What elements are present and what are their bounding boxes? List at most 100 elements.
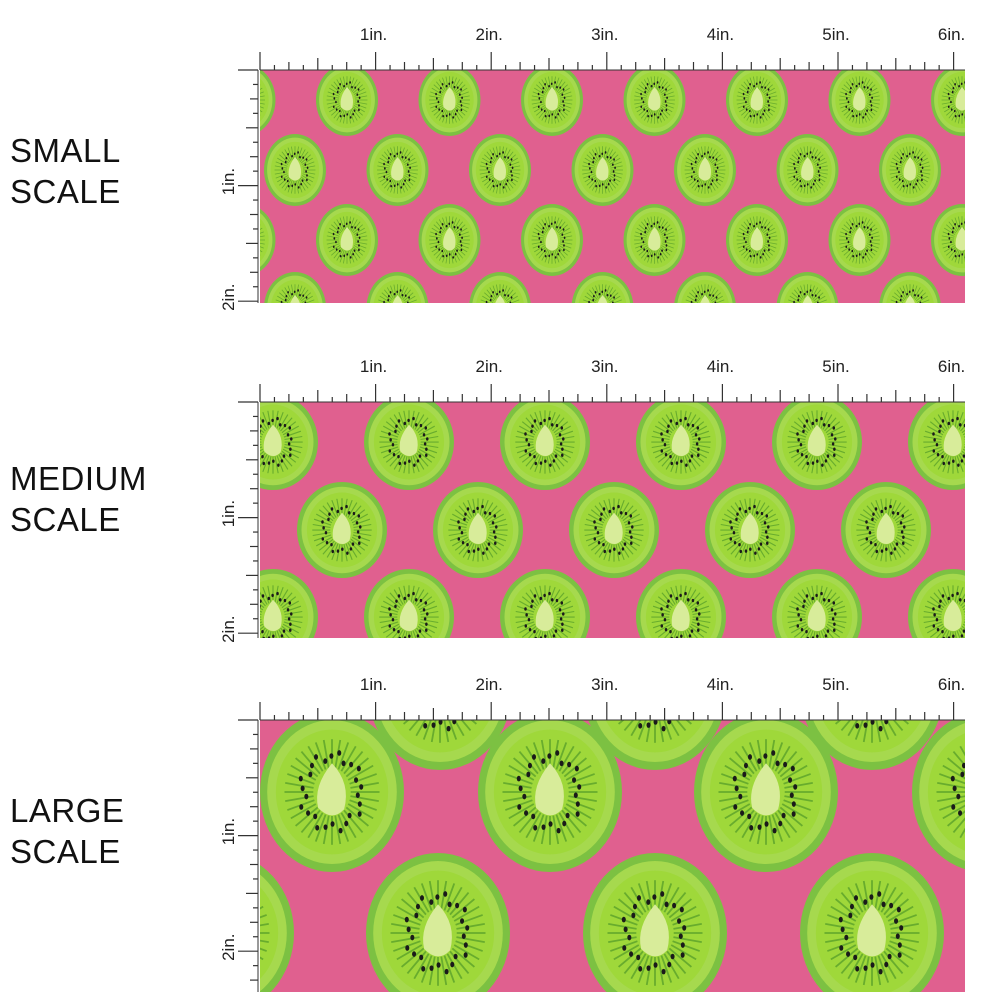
kiwi-slice (260, 402, 318, 490)
kiwi-slice (772, 402, 862, 490)
kiwi-slice (726, 204, 788, 276)
kiwi-slice (260, 70, 276, 132)
kiwi-slice (366, 134, 429, 206)
kiwi-slice (828, 204, 891, 276)
kiwi-slice (908, 569, 965, 638)
ruler-label-v: 1in. (219, 818, 238, 845)
large-scale-label-line2: SCALE (10, 833, 121, 870)
kiwi-slice (674, 272, 736, 303)
large-scale-label-line1: LARGE (10, 792, 125, 829)
kiwi-slice (364, 402, 454, 490)
kiwi-slice (636, 569, 726, 638)
kiwi-slice (931, 70, 965, 136)
kiwi-slice (469, 134, 531, 206)
medium-scale-label-line2: SCALE (10, 501, 121, 538)
kiwi-slice (636, 402, 726, 490)
kiwi-slice (418, 70, 481, 136)
kiwi-slice (373, 720, 507, 770)
kiwi-slice (478, 720, 622, 872)
ruler-label-h: 3in. (591, 357, 618, 376)
ruler-label-h: 4in. (707, 357, 734, 376)
kiwi-slice (521, 204, 583, 276)
kiwi-slice (908, 402, 965, 490)
small-horizontal-ruler: 1in. 2in. 3in. 4in. 5in. 6in. (259, 25, 965, 71)
ruler-label-h: 5in. (822, 25, 849, 44)
small-vertical-ruler: 1in. 2in. (219, 69, 259, 311)
small-scale-label: SMALL SCALE (10, 130, 121, 212)
ruler-label-h: 2in. (475, 357, 502, 376)
ruler-label-h: 2in. (475, 675, 502, 694)
ruler-label-h: 4in. (707, 25, 734, 44)
kiwi-slice (828, 70, 891, 136)
kiwi-slice (623, 70, 686, 136)
kiwi-slice (366, 853, 510, 992)
kiwi-slice (569, 482, 659, 578)
kiwi-slice (588, 720, 722, 770)
ruler-label-h: 5in. (822, 357, 849, 376)
kiwi-slice (571, 272, 634, 303)
kiwi-slice (469, 272, 531, 303)
kiwi-slice (583, 853, 727, 992)
ruler-label-h: 1in. (360, 675, 387, 694)
kiwi-slice (500, 402, 590, 490)
kiwi-slice (260, 569, 318, 638)
large-vertical-ruler: 1in. 2in. (219, 719, 259, 992)
large-horizontal-ruler: 1in. 2in. 3in. 4in. 5in. 6in. (259, 675, 965, 721)
medium-scale-label: MEDIUM SCALE (10, 458, 147, 540)
kiwi-slice (705, 482, 795, 578)
kiwi-slice (260, 208, 276, 272)
kiwi-slice (879, 272, 941, 303)
kiwi-slice (931, 204, 965, 276)
ruler-label-v: 1in. (219, 168, 238, 195)
kiwi-slice (805, 720, 939, 770)
medium-scale-swatch (260, 402, 965, 638)
kiwi-slice (500, 569, 590, 638)
large-scale-swatch (260, 720, 965, 992)
ruler-label-h: 3in. (591, 675, 618, 694)
kiwi-slice (623, 204, 686, 276)
kiwi-slice (912, 720, 965, 870)
kiwi-slice (316, 204, 378, 276)
kiwi-slice (776, 272, 839, 303)
kiwi-slice (316, 70, 378, 136)
kiwi-slice (297, 482, 387, 578)
kiwi-slice (726, 70, 788, 136)
ruler-label-h: 2in. (475, 25, 502, 44)
kiwi-slice (841, 482, 931, 578)
kiwi-slice (800, 853, 944, 992)
ruler-label-v: 1in. (219, 500, 238, 527)
ruler-label-h: 6in. (938, 357, 965, 376)
kiwi-slice (418, 204, 481, 276)
large-scale-label: LARGE SCALE (10, 790, 124, 872)
medium-scale-label-line1: MEDIUM (10, 460, 147, 497)
kiwi-slice (879, 134, 941, 206)
kiwi-slice (674, 134, 736, 206)
ruler-label-v: 2in. (219, 283, 238, 310)
ruler-label-h: 4in. (707, 675, 734, 694)
kiwi-slice (260, 865, 294, 992)
ruler-label-v: 2in. (219, 615, 238, 642)
ruler-label-v: 2in. (219, 933, 238, 960)
kiwi-slice (776, 134, 839, 206)
ruler-label-h: 5in. (822, 675, 849, 694)
kiwi-slice (571, 134, 634, 206)
ruler-label-h: 6in. (938, 675, 965, 694)
kiwi-slice (264, 272, 326, 303)
ruler-label-h: 1in. (360, 357, 387, 376)
ruler-label-h: 6in. (938, 25, 965, 44)
kiwi-slice (264, 134, 326, 206)
kiwi-slice (694, 720, 838, 872)
kiwi-slice (260, 720, 404, 872)
kiwi-slice (366, 272, 429, 303)
kiwi-slice (433, 482, 523, 578)
small-scale-label-line1: SMALL (10, 132, 121, 169)
medium-vertical-ruler: 1in. 2in. (219, 401, 259, 643)
small-scale-swatch (260, 70, 965, 303)
small-scale-label-line2: SCALE (10, 173, 121, 210)
kiwi-slice (364, 569, 454, 638)
kiwi-slice (521, 70, 583, 136)
kiwi-slice (772, 569, 862, 638)
ruler-label-h: 1in. (360, 25, 387, 44)
ruler-label-h: 3in. (591, 25, 618, 44)
